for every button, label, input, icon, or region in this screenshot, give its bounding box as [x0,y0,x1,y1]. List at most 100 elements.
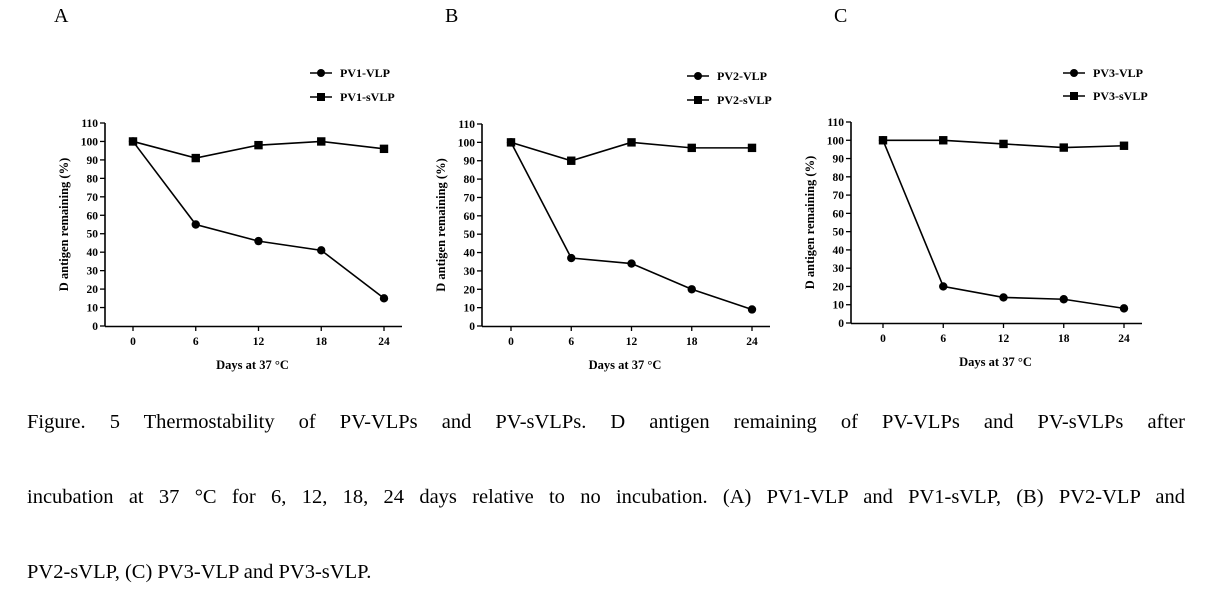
data-point-PV2-VLP [747,305,757,314]
data-point-PV1-VLP [254,236,263,246]
y-tick-label: 20 [87,284,99,296]
legend-label: PV3-sVLP [1093,89,1148,103]
y-tick-label: 110 [827,117,844,129]
x-tick-label: 0 [130,336,136,348]
y-tick-label: 60 [833,208,845,220]
legend-marker-circle [1070,69,1078,77]
x-tick-label: 6 [940,333,946,345]
y-tick-label: 0 [469,321,475,333]
x-tick-label: 6 [568,336,574,348]
y-tick-label: 80 [464,174,476,186]
chart-panel-a: A 0 10 20 30 40 50 60 70 80 90 100 110 0 6 12 18 24 Days … [20,0,410,385]
y-tick-label: 90 [464,156,476,168]
chart-panel-c: C 0 10 20 30 40 50 60 70 80 90 100 110 0 6 12 18 24 Days … [770,0,1160,385]
y-tick-label: 30 [87,266,99,278]
series-line-PV3-VLP [882,139,1125,310]
y-axis-label: D antigen remaining (%) [434,158,448,291]
y-tick-label: 100 [827,135,845,147]
y-tick-label: 80 [87,173,99,185]
y-tick-label: 40 [833,245,845,257]
x-tick-label: 24 [746,336,758,348]
y-tick-label: 60 [87,210,99,222]
y-tick-label: 100 [458,137,476,149]
y-tick-label: 10 [87,303,99,315]
y-tick-label: 30 [833,263,845,275]
y-tick-label: 20 [833,281,845,293]
data-point-PV1-sVLP [128,137,138,146]
y-tick-label: 50 [464,229,476,241]
data-point-PV1-sVLP [317,137,326,146]
data-point-PV1-sVLP [254,140,263,150]
data-point-PV2-VLP [687,285,696,294]
y-tick-label: 0 [92,321,98,333]
x-tick-label: 24 [378,336,390,348]
data-point-PV3-VLP [999,293,1008,302]
y-tick-label: 70 [464,192,476,204]
data-point-PV3-sVLP [939,136,948,145]
y-tick-label: 50 [833,227,845,239]
data-point-PV2-VLP [627,259,636,268]
data-point-PV3-VLP [1119,304,1129,313]
data-point-PV1-VLP [379,294,389,303]
legend-marker-square [694,96,702,104]
legend-label: PV2-VLP [717,69,767,83]
chart-c: 0 10 20 30 40 50 60 70 80 90 100 110 0 6 12 18 24 Days at… [803,66,1148,369]
x-tick-label: 18 [686,336,698,348]
x-axis-label: Days at 37 °C [216,358,289,372]
legend-label: PV2-sVLP [717,93,772,107]
y-tick-label: 50 [87,229,99,241]
data-point-PV3-VLP [1059,295,1068,304]
panel-label-a: A [54,5,69,27]
series-line-PV1-VLP [132,140,385,299]
data-point-PV1-sVLP [379,144,389,154]
data-point-PV3-sVLP [1119,141,1129,150]
legend-marker-circle [694,72,702,80]
legend-marker-square [1070,92,1078,100]
x-tick-label: 12 [626,336,638,348]
chart-b: 0 10 20 30 40 50 60 70 80 90 100 110 0 6 12 18 24 Days at… [434,69,772,372]
figure-caption-line-3: PV2-sVLP, (C) PV3-VLP and PV3-sVLP. [27,561,372,583]
data-point-PV2-VLP [567,253,576,263]
x-tick-label: 0 [880,333,886,345]
series-line-PV2-VLP [510,141,753,311]
x-tick-label: 18 [1058,333,1070,345]
legend-label: PV3-VLP [1093,66,1143,80]
y-tick-label: 0 [838,318,844,330]
x-axis-label: Days at 37 °C [959,355,1032,369]
y-tick-label: 10 [464,303,476,315]
y-tick-label: 40 [87,247,99,259]
data-point-PV2-sVLP [687,143,696,153]
data-point-PV2-sVLP [627,138,636,147]
y-tick-label: 110 [458,119,475,131]
y-tick-label: 90 [87,155,99,167]
data-point-PV3-sVLP [878,136,888,145]
y-tick-label: 100 [81,136,99,148]
data-point-PV2-sVLP [567,156,576,165]
figure-caption-line-2: incubation at 37 °C for 6, 12, 18, 24 da… [27,486,1185,508]
y-tick-label: 80 [833,172,845,184]
x-tick-label: 6 [193,336,199,348]
y-tick-label: 110 [81,118,98,130]
legend-marker-circle [317,69,325,77]
data-point-PV3-sVLP [999,139,1008,149]
panel-label-c: C [834,5,848,27]
chart-a: 0 10 20 30 40 50 60 70 80 90 100 110 0 6 12 18 24 Days at… [57,66,402,372]
x-tick-label: 12 [998,333,1010,345]
x-tick-label: 24 [1118,333,1130,345]
x-tick-label: 0 [508,336,514,348]
chart-panel-b: B 0 10 20 30 40 50 60 70 80 90 100 110 0 6 12 18 24 Days … [395,0,785,385]
y-tick-label: 90 [833,154,845,166]
x-tick-label: 18 [316,336,328,348]
x-tick-label: 12 [253,336,265,348]
y-tick-label: 70 [87,192,99,204]
y-tick-label: 40 [464,248,476,260]
y-tick-label: 10 [833,300,845,312]
data-point-PV1-sVLP [191,153,200,163]
x-axis-label: Days at 37 °C [589,358,662,372]
y-tick-label: 60 [464,211,476,223]
y-tick-label: 70 [833,190,845,202]
figure-caption-line-1: Figure. 5 Thermostability of PV-VLPs and… [27,411,1185,433]
y-axis-label: D antigen remaining (%) [57,158,71,291]
legend-marker-square [317,93,325,101]
data-point-PV2-sVLP [747,143,757,153]
